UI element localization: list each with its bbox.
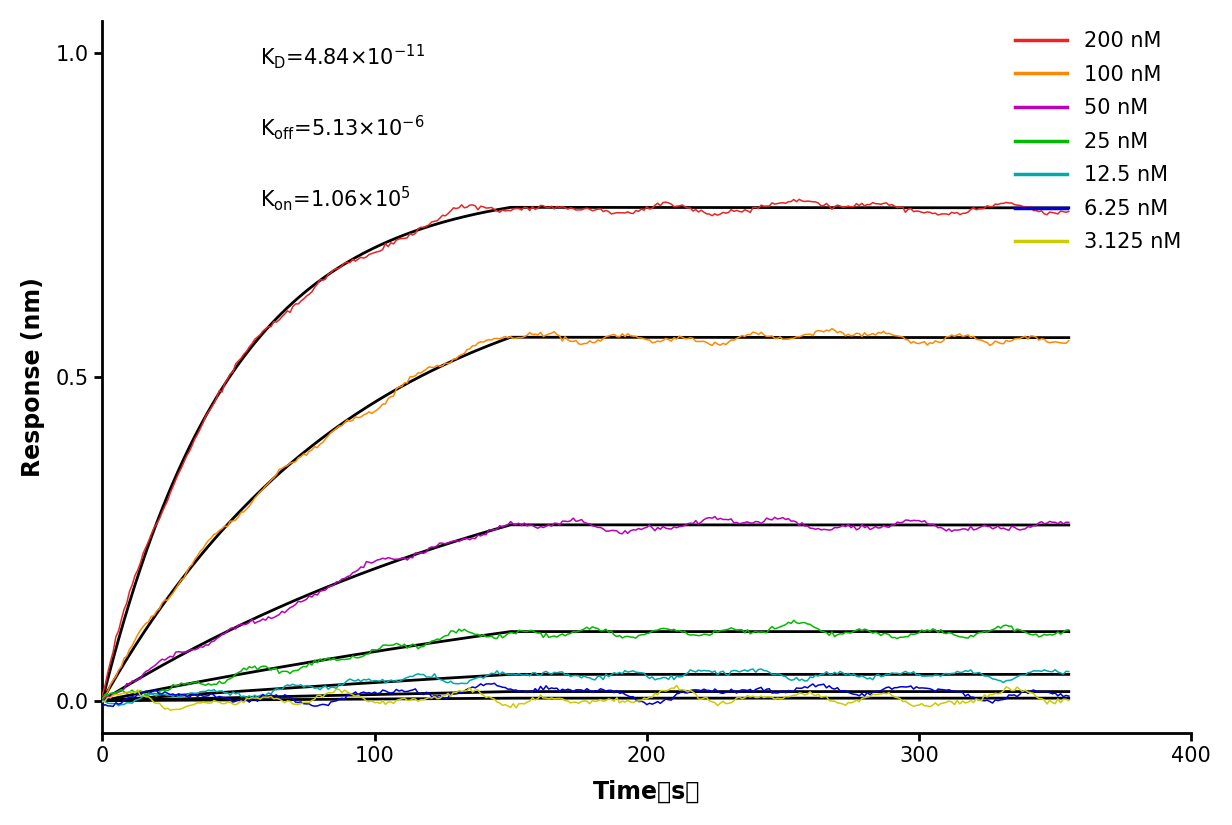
25 nM [1062,625,1077,634]
25 nM [1004,621,1019,631]
50 nM [1004,521,1019,531]
Legend: 200 nM, 100 nM, 50 nM, 25 nM, 12.5 nM, 6.25 nM, 3.125 nM: 200 nM, 100 nM, 50 nM, 25 nM, 12.5 nM, 6… [1007,23,1189,261]
100 nM [705,341,719,351]
6.25 nM [669,689,684,699]
50 nM [756,516,771,526]
12.5 nM [759,666,774,676]
200 nM [95,690,110,700]
3.125 nM [1007,686,1021,695]
100 nM [754,328,769,337]
3.125 nM [163,705,177,715]
12.5 nM [707,666,722,676]
6.25 nM [452,688,467,698]
X-axis label: Time（s）: Time（s） [593,780,701,804]
100 nM [452,351,467,361]
50 nM [667,522,681,532]
Text: K$_\mathrm{D}$=4.84×10$^{-11}$: K$_\mathrm{D}$=4.84×10$^{-11}$ [260,42,425,71]
Y-axis label: Response (nm): Response (nm) [21,277,44,477]
3.125 nM [759,692,774,702]
50 nM [155,654,170,664]
3.125 nM [673,685,687,695]
100 nM [1004,336,1019,346]
Line: 6.25 nM: 6.25 nM [102,683,1069,706]
100 nM [95,694,110,704]
6.25 nM [155,689,170,699]
200 nM [155,507,170,517]
25 nM [786,615,801,625]
Line: 12.5 nM: 12.5 nM [102,669,1069,705]
100 nM [155,598,170,608]
50 nM [95,696,110,706]
Line: 50 nM: 50 nM [102,516,1069,701]
6.25 nM [487,678,501,688]
200 nM [452,203,467,213]
6.25 nM [1004,691,1019,700]
50 nM [452,536,467,546]
200 nM [792,195,807,205]
25 nM [667,625,681,634]
3.125 nM [455,686,469,696]
6.25 nM [95,701,110,711]
200 nM [705,210,719,220]
200 nM [1062,206,1077,216]
12.5 nM [95,696,110,706]
25 nM [705,629,719,639]
100 nM [824,323,839,333]
3.125 nM [669,681,684,691]
25 nM [95,693,110,703]
100 nM [1062,336,1077,346]
50 nM [705,513,719,523]
12.5 nM [745,664,760,674]
25 nM [155,685,170,695]
Text: K$_\mathrm{off}$=5.13×10$^{-6}$: K$_\mathrm{off}$=5.13×10$^{-6}$ [260,113,425,142]
12.5 nM [455,678,469,688]
50 nM [1062,517,1077,527]
12.5 nM [1007,673,1021,683]
25 nM [754,627,769,637]
6.25 nM [707,684,722,694]
200 nM [754,200,769,210]
200 nM [1004,198,1019,208]
Text: K$_\mathrm{on}$=1.06×10$^{5}$: K$_\mathrm{on}$=1.06×10$^{5}$ [260,185,411,214]
12.5 nM [669,672,684,681]
25 nM [452,625,467,634]
12.5 nM [111,700,126,710]
3.125 nM [155,701,170,711]
Line: 3.125 nM: 3.125 nM [102,686,1069,710]
6.25 nM [756,686,771,696]
3.125 nM [95,697,110,707]
200 nM [667,201,681,211]
50 nM [707,512,722,521]
12.5 nM [1062,667,1077,676]
100 nM [667,332,681,342]
3.125 nM [710,700,724,710]
12.5 nM [158,690,172,700]
Line: 100 nM: 100 nM [102,328,1069,699]
Line: 25 nM: 25 nM [102,620,1069,698]
3.125 nM [1062,695,1077,705]
Line: 200 nM: 200 nM [102,200,1069,695]
6.25 nM [1062,691,1077,701]
